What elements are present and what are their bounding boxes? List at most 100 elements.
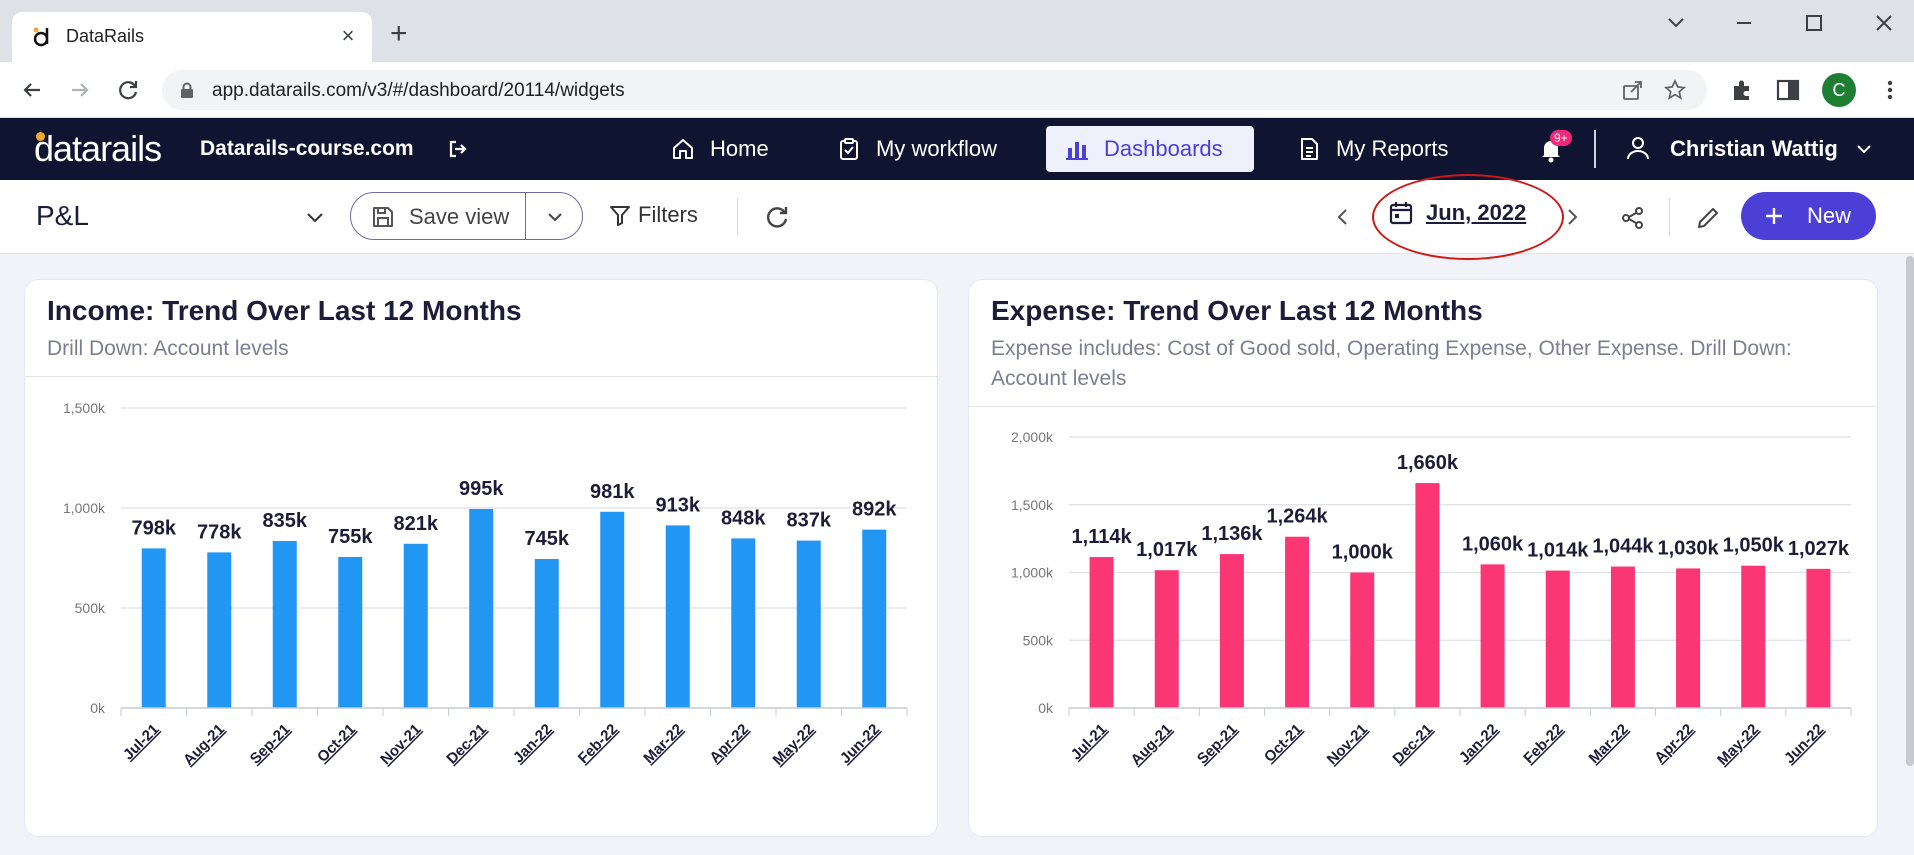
- bar: [1610, 566, 1635, 708]
- x-tick-label: Jun-22: [837, 721, 883, 767]
- chevron-down-icon[interactable]: [545, 207, 565, 227]
- datarails-logo[interactable]: datarails: [34, 128, 162, 169]
- bar: [1415, 483, 1440, 708]
- data-label: 1,660k: [1397, 452, 1459, 474]
- next-period-icon[interactable]: [1561, 206, 1583, 228]
- bookmark-star-icon[interactable]: [1664, 79, 1686, 101]
- x-tick-label: Oct-21: [1261, 721, 1306, 766]
- back-arrow-icon[interactable]: [18, 76, 46, 104]
- save-icon[interactable]: [371, 205, 395, 229]
- nav-my-workflow-label: My workflow: [876, 136, 998, 161]
- new-tab-icon[interactable]: +: [390, 17, 408, 50]
- chevron-down-icon[interactable]: [1855, 140, 1873, 158]
- edit-pencil-icon[interactable]: [1694, 204, 1722, 232]
- x-tick-label: Sep-21: [1194, 721, 1241, 768]
- app-top-nav: datarails Datarails-course.com Home My w…: [0, 118, 1914, 180]
- browser-tab[interactable]: DataRails ×: [12, 12, 372, 62]
- omnibox[interactable]: app.datarails.com/v3/#/dashboard/20114/w…: [162, 70, 1707, 110]
- page-scrollbar[interactable]: [1906, 256, 1914, 766]
- previous-period-icon[interactable]: [1332, 206, 1354, 228]
- filters-button[interactable]: Filters: [608, 202, 698, 228]
- bar: [731, 538, 756, 708]
- nav-my-workflow[interactable]: My workflow: [818, 126, 1015, 172]
- lock-icon[interactable]: [180, 82, 194, 98]
- data-label: 837k: [787, 510, 832, 532]
- tab-search-chevron-icon[interactable]: [1656, 8, 1696, 38]
- bar: [1741, 565, 1766, 708]
- bar: [1089, 557, 1114, 708]
- side-panel-icon[interactable]: [1774, 76, 1802, 104]
- document-icon: [1301, 138, 1318, 160]
- y-tick-label: 0k: [1038, 700, 1054, 716]
- extensions-puzzle-icon[interactable]: [1728, 76, 1756, 104]
- save-view-button[interactable]: Save view: [409, 204, 510, 229]
- data-label: 1,027k: [1788, 538, 1850, 560]
- share-icon[interactable]: [1619, 204, 1647, 232]
- filter-icon: [610, 206, 630, 226]
- user-icon[interactable]: [1624, 134, 1652, 162]
- x-tick-label: Jul-21: [120, 721, 163, 764]
- refresh-icon[interactable]: [762, 202, 792, 232]
- y-tick-label: 1,000k: [63, 500, 106, 516]
- x-tick-label: Jan-22: [1456, 721, 1502, 767]
- url-text[interactable]: app.datarails.com/v3/#/dashboard/20114/w…: [212, 80, 625, 101]
- x-tick-label: Nov-21: [377, 721, 424, 768]
- nav-my-reports-label: My Reports: [1336, 136, 1449, 161]
- y-tick-label: 1,500k: [1011, 497, 1054, 513]
- datarails-favicon-icon: [33, 27, 49, 47]
- card-subtitle: Drill Down: Account levels: [47, 334, 289, 364]
- nav-dashboards[interactable]: Dashboards: [1046, 126, 1254, 172]
- data-label: 848k: [721, 507, 766, 529]
- expense-trend-card[interactable]: Expense: Trend Over Last 12 Months Expen…: [968, 279, 1878, 837]
- reload-icon[interactable]: [114, 76, 142, 104]
- bar: [207, 552, 232, 708]
- dashboard-toolbar: P&L Save view Filters Jun, 2022 New: [0, 180, 1914, 254]
- chevron-down-icon[interactable]: [304, 206, 326, 228]
- more-menu-icon[interactable]: [1876, 76, 1904, 104]
- card-subtitle: Expense includes: Cost of Good sold, Ope…: [991, 334, 1792, 394]
- bar: [272, 541, 297, 708]
- close-window-icon[interactable]: [1864, 8, 1904, 38]
- bar: [665, 525, 690, 708]
- nav-home[interactable]: Home: [652, 126, 787, 172]
- nav-my-reports[interactable]: My Reports: [1278, 126, 1466, 172]
- y-tick-label: 1,500k: [63, 400, 106, 416]
- filters-label: Filters: [638, 202, 698, 227]
- tab-close-icon[interactable]: ×: [341, 23, 355, 48]
- data-label: 913k: [656, 494, 701, 516]
- maximize-icon[interactable]: [1794, 8, 1834, 38]
- x-tick-label: Oct-21: [314, 721, 359, 766]
- data-label: 892k: [852, 499, 897, 521]
- y-tick-label: 2,000k: [1011, 429, 1054, 445]
- bar: [1806, 568, 1831, 708]
- new-widget-button[interactable]: New: [1741, 192, 1876, 240]
- red-annotation-ellipse: [1372, 174, 1564, 260]
- y-tick-label: 1,000k: [1011, 565, 1054, 581]
- minimize-icon[interactable]: [1724, 8, 1764, 38]
- data-label: 835k: [263, 510, 308, 532]
- dashboard-title[interactable]: P&L: [36, 200, 89, 231]
- income-bar-chart: 0k 500k 1,000k 1,500k 798k Jul-21 778k Aug-21 83…: [63, 400, 908, 769]
- user-name[interactable]: Christian Wattig: [1670, 136, 1838, 161]
- x-tick-label: Feb-22: [575, 721, 621, 767]
- profile-avatar[interactable]: C: [1822, 73, 1856, 107]
- toolbar-divider: [737, 198, 738, 236]
- share-page-icon[interactable]: [1622, 79, 1644, 101]
- data-label: 778k: [197, 521, 242, 543]
- new-label: New: [1807, 203, 1852, 228]
- x-tick-label: Dec-21: [443, 721, 490, 768]
- x-tick-label: Sep-21: [247, 721, 294, 768]
- data-label: 1,000k: [1332, 542, 1394, 564]
- card-subtitle-line: Expense includes: Cost of Good sold, Ope…: [991, 337, 1792, 360]
- income-trend-card[interactable]: Income: Trend Over Last 12 Months Drill …: [24, 279, 938, 837]
- data-label: 1,014k: [1527, 540, 1589, 562]
- bar: [1154, 570, 1179, 708]
- site-name[interactable]: Datarails-course.com: [200, 137, 414, 160]
- x-tick-label: Mar-22: [1586, 721, 1632, 767]
- bar: [469, 509, 494, 708]
- x-tick-label: Dec-21: [1389, 721, 1436, 768]
- card-title: Income: Trend Over Last 12 Months: [47, 295, 522, 326]
- forward-arrow-icon[interactable]: [66, 76, 94, 104]
- logout-icon[interactable]: [448, 139, 468, 159]
- notification-badge: 9+: [1550, 130, 1572, 146]
